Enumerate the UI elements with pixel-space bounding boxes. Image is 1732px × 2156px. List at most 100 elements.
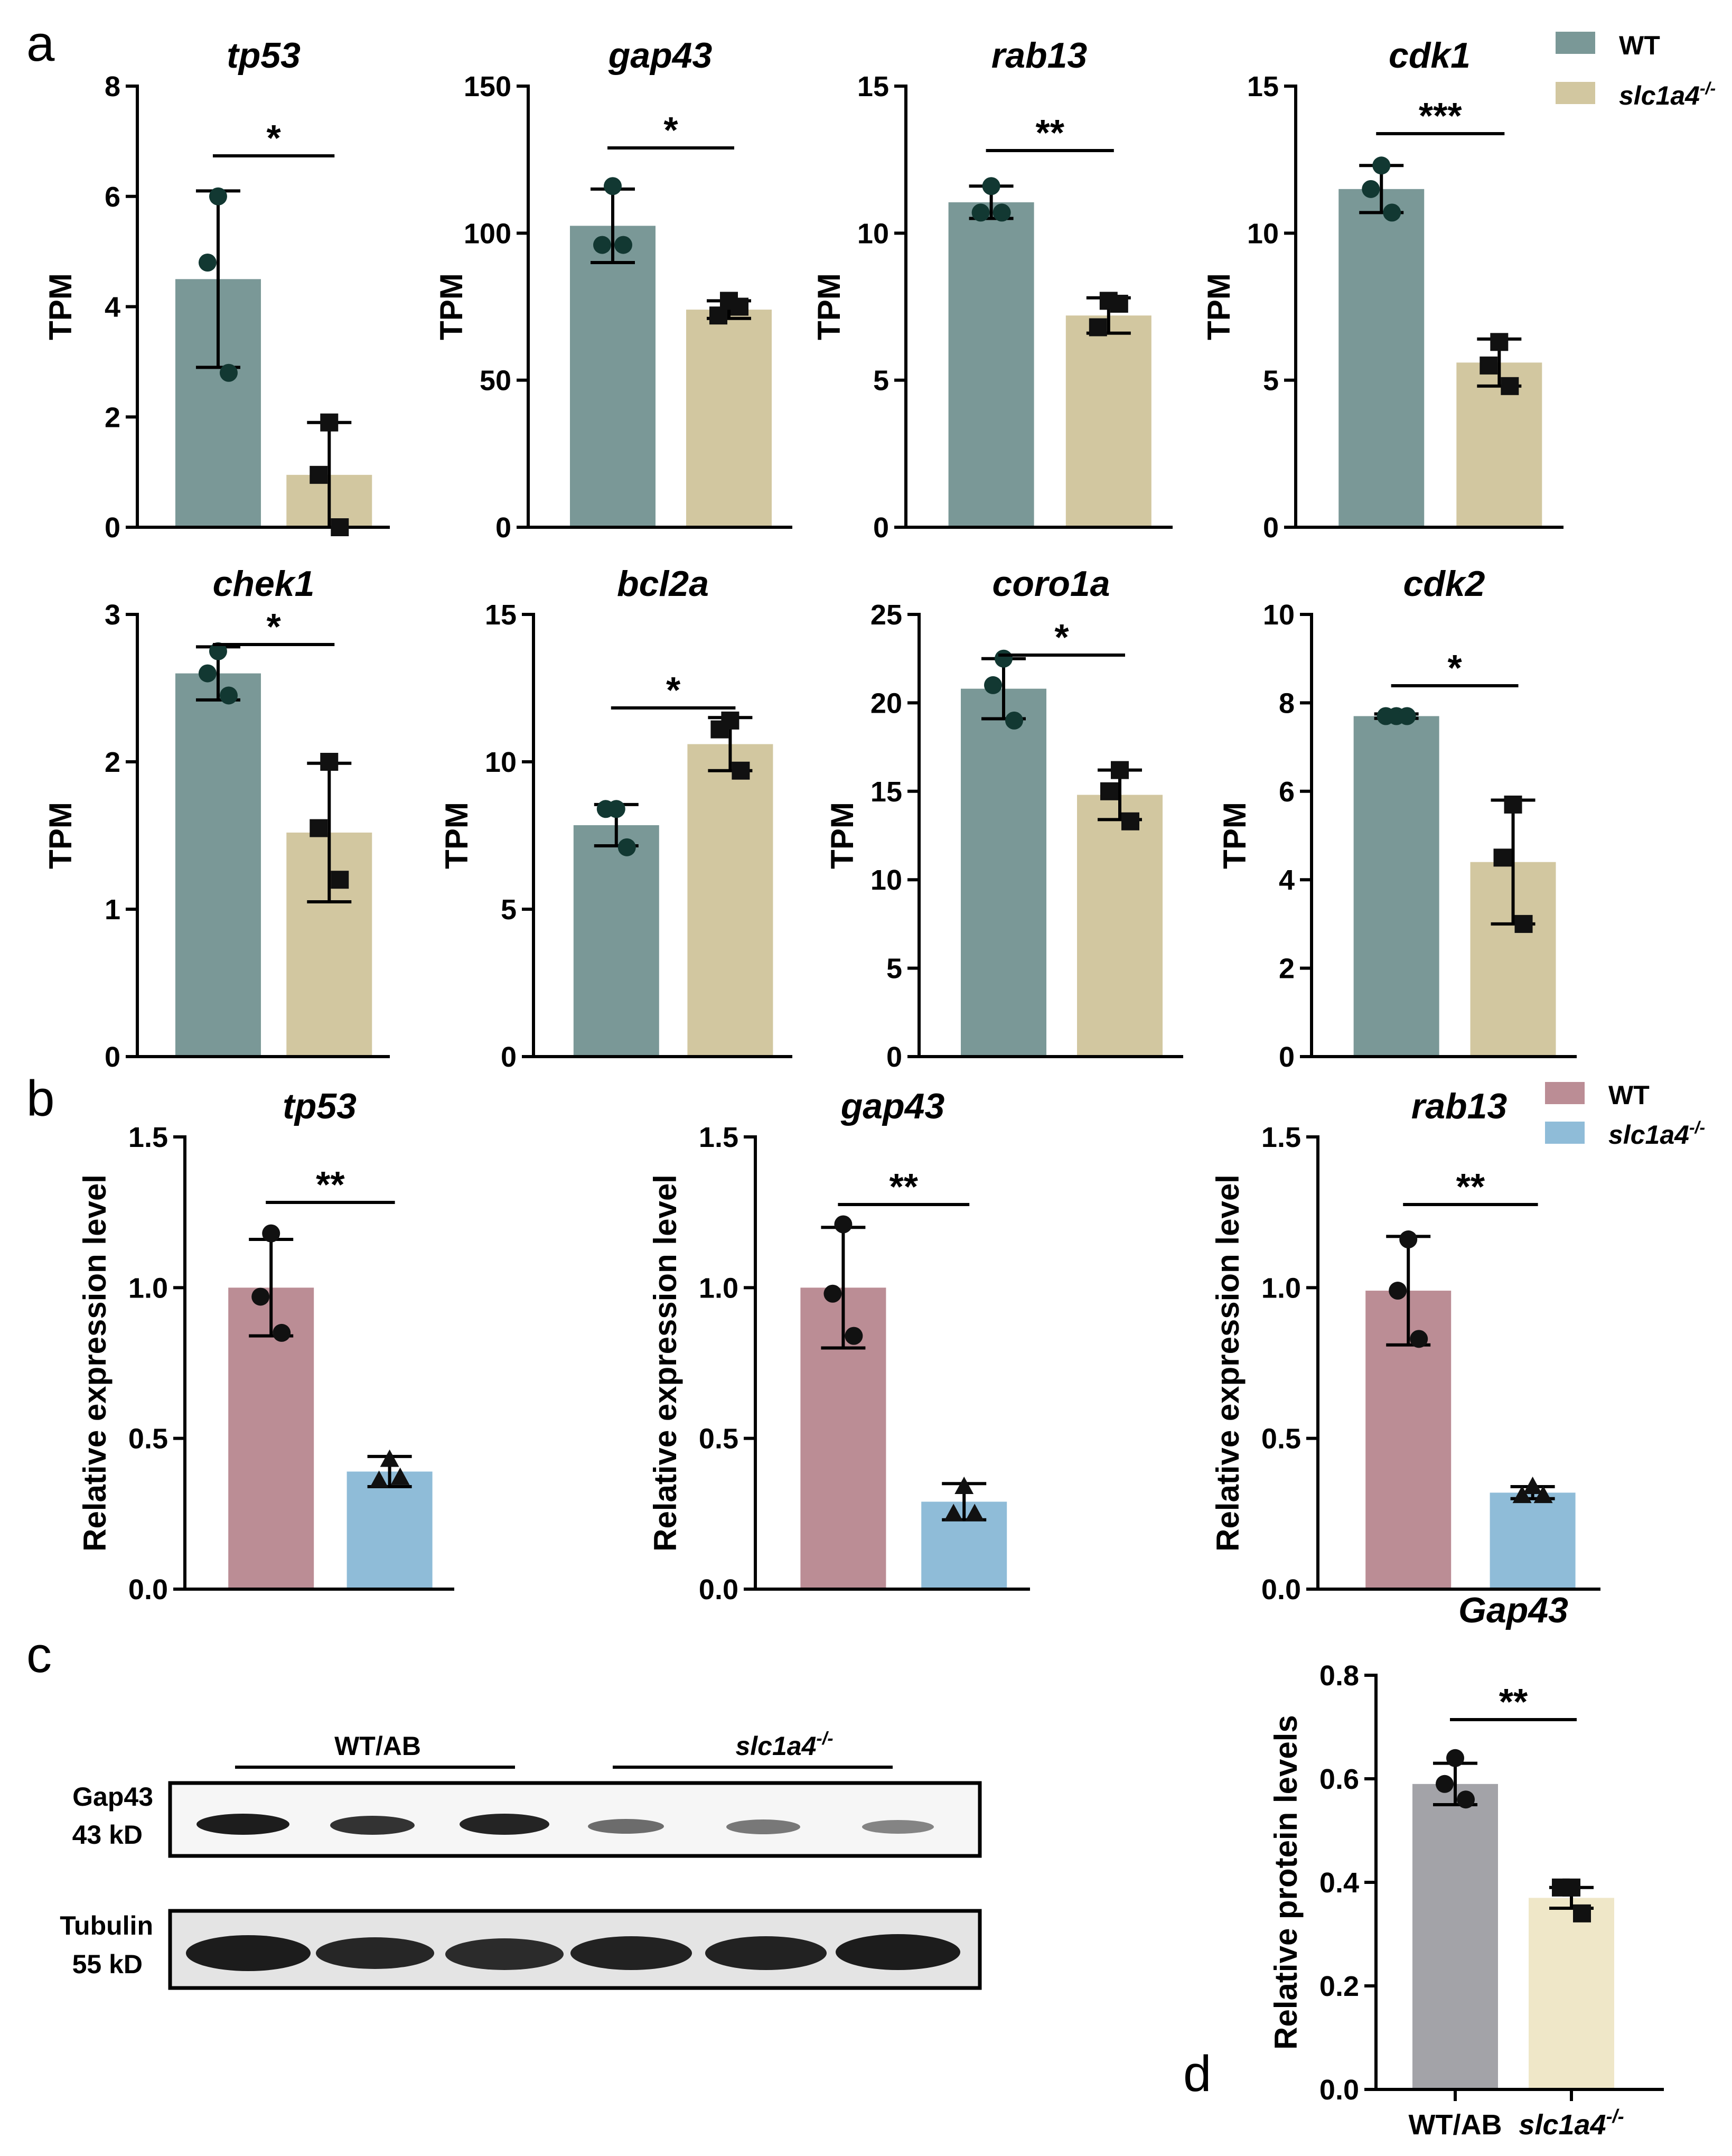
y-tick-label: 15	[857, 71, 889, 102]
y-tick-label: 0.5	[1261, 1423, 1301, 1455]
y-axis-label: TPM	[434, 273, 469, 340]
bar-slc1a4-/-	[686, 310, 772, 527]
data-point	[823, 1284, 842, 1303]
legend-b-mut-label: slc1a4-/-	[1608, 1118, 1705, 1150]
bar-slc1a4-/-	[1490, 1492, 1576, 1589]
chart-title: chek1	[213, 564, 315, 604]
data-point	[273, 1323, 291, 1342]
blot-group2-sup: -/-	[816, 1729, 833, 1749]
y-tick-label: 0.2	[1319, 1971, 1359, 2002]
chart-title: cdk2	[1403, 564, 1485, 604]
y-tick-label: 4	[1279, 864, 1295, 896]
y-tick-label: 1.0	[128, 1272, 168, 1304]
data-point	[262, 1224, 280, 1243]
chart-title: rab13	[1411, 1086, 1508, 1126]
significance-label: *	[266, 117, 281, 158]
y-tick-label: 150	[464, 71, 511, 102]
data-point	[380, 1449, 399, 1467]
legend-a: WT slc1a4-/-	[1556, 31, 1716, 110]
significance-label: *	[1447, 647, 1462, 688]
data-point	[845, 1327, 863, 1345]
data-point	[593, 236, 611, 254]
y-tick-label: 0.0	[1261, 1574, 1301, 1606]
significance-label: *	[1054, 617, 1069, 658]
bar-WT	[1353, 716, 1439, 1057]
data-point	[834, 1215, 853, 1234]
data-point	[614, 236, 632, 254]
y-tick-label: 0	[886, 1041, 902, 1073]
y-tick-label: 1.0	[1261, 1272, 1301, 1304]
blot-row1-kd: 43 kD	[72, 1820, 143, 1850]
data-point	[320, 753, 339, 771]
chart-title: bcl2a	[617, 564, 709, 604]
significance-label: *	[266, 606, 281, 647]
y-tick-label: 6	[1279, 776, 1295, 808]
bar-slc1a4-/-	[1065, 315, 1151, 527]
y-tick-label: 1.5	[1261, 1122, 1301, 1153]
y-tick-label: 0	[105, 512, 120, 544]
tubulin-band-lane5	[705, 1936, 827, 1970]
significance-label: **	[890, 1166, 919, 1207]
data-point	[965, 1504, 985, 1522]
significance-label: **	[1499, 1681, 1528, 1722]
blot-row2-name: Tubulin	[60, 1911, 153, 1940]
data-point	[1399, 1230, 1418, 1249]
chart-a-coro1a: 0 5 10 15 20 25 * coro1a TPM	[825, 564, 1183, 1073]
gap43-band-lane4	[588, 1819, 664, 1834]
data-point	[1501, 377, 1519, 395]
blot-row2-kd: 55 kD	[72, 1949, 143, 1979]
y-tick-label: 15	[1247, 71, 1279, 102]
data-point	[369, 1470, 389, 1488]
data-point	[1490, 333, 1509, 351]
data-point	[1410, 1330, 1428, 1348]
data-point	[1389, 1282, 1407, 1300]
data-point	[310, 465, 328, 484]
charts: 02468*tp53TPM050100150*gap43TPM051015**r…	[43, 35, 1664, 2141]
legend-b-mut-name: slc1a4	[1608, 1120, 1689, 1150]
data-point	[320, 413, 339, 432]
tubulin-band-lane1	[186, 1935, 311, 1971]
y-axis-label: TPM	[1201, 273, 1237, 340]
chart-a-rab13: 0 5 10 15 ** rab13 TPM	[811, 35, 1173, 544]
data-point	[1573, 1904, 1591, 1922]
blot-group1-label: WT/AB	[334, 1731, 421, 1761]
data-point	[209, 642, 227, 660]
data-point	[331, 518, 349, 536]
y-axis-label: Relative protein levels	[1268, 1715, 1304, 2050]
data-point	[1514, 914, 1533, 933]
bar-WT	[175, 673, 261, 1057]
y-tick-label: 0	[105, 1041, 120, 1073]
data-point	[1372, 156, 1391, 175]
data-point	[731, 297, 748, 316]
tubulin-band-lane6	[836, 1934, 960, 1970]
data-point	[1383, 203, 1401, 222]
y-tick-label: 0	[495, 512, 511, 544]
y-tick-label: 4	[105, 292, 120, 323]
bar-slc1a4-/-	[687, 744, 773, 1057]
chart-title: cdk1	[1389, 35, 1471, 76]
data-point	[209, 187, 227, 206]
y-tick-label: 100	[464, 218, 511, 249]
chart-a-bcl2a: 0 5 10 15 * bcl2a TPM	[439, 564, 792, 1073]
y-tick-label: 5	[873, 365, 889, 397]
data-point	[710, 720, 729, 739]
bar-WT/AB	[1412, 1784, 1498, 2089]
blot-gap43-bands	[196, 1814, 934, 1835]
panel-label-a: a	[26, 15, 55, 72]
chart-title: gap43	[608, 35, 713, 76]
y-axis-label: Relative expression level	[1210, 1174, 1246, 1552]
data-point	[617, 838, 636, 856]
blot-group2-name: slc1a4	[735, 1731, 816, 1761]
data-point	[709, 306, 727, 325]
y-tick-label: 10	[1263, 599, 1295, 631]
data-point	[1436, 1775, 1454, 1793]
y-tick-label: 5	[886, 953, 902, 985]
data-point	[1480, 356, 1498, 375]
y-tick-label: 0.0	[128, 1574, 168, 1606]
y-tick-label: 1	[105, 894, 120, 926]
bar-slc1a4-/-	[1456, 362, 1542, 527]
data-point	[1552, 1878, 1570, 1897]
data-point	[198, 254, 217, 272]
significance-label: *	[666, 669, 681, 711]
x-tick-label: WT/AB	[1409, 2109, 1502, 2141]
